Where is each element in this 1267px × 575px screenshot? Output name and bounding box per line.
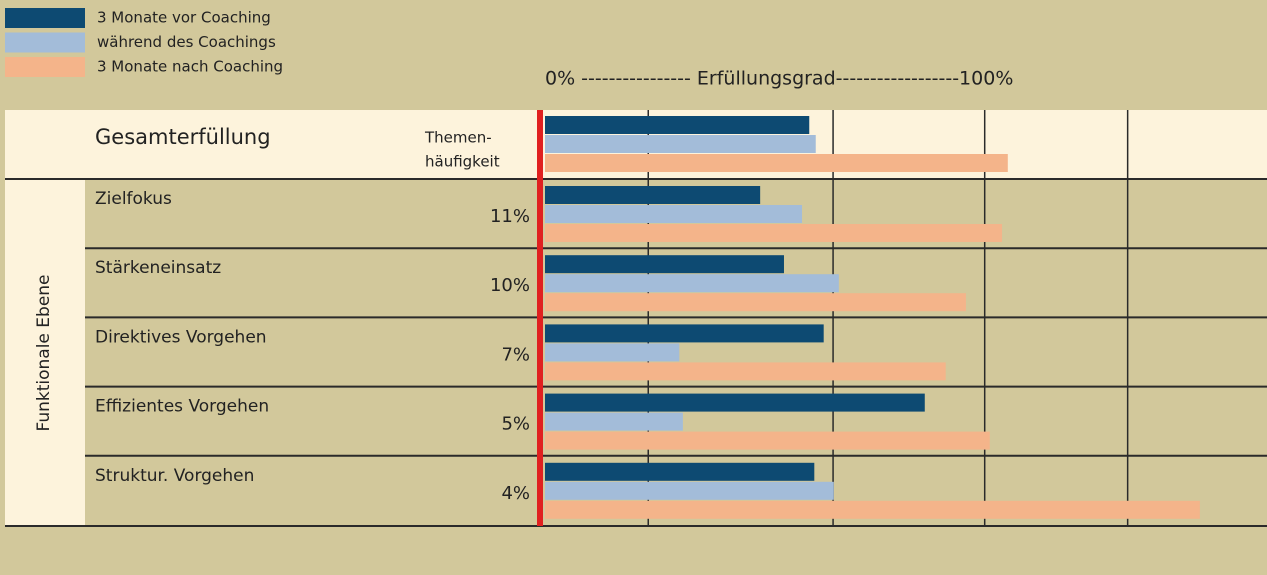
bar (545, 431, 990, 450)
bar (545, 324, 824, 343)
category-label: Gesamterfüllung (95, 125, 271, 149)
bar (545, 293, 966, 312)
category-label: Zielfokus (95, 189, 172, 209)
frequency-label: 7% (501, 344, 530, 365)
baseline (537, 110, 543, 526)
frequency-header: häufigkeit (425, 153, 500, 171)
legend-label: während des Coachings (97, 33, 276, 51)
frequency-label: 5% (501, 414, 530, 435)
axis-header: 0% ---------------- Erfüllungsgrad------… (545, 68, 1013, 90)
category-label: Stärkeneinsatz (95, 258, 221, 278)
bar (545, 343, 680, 362)
frequency-label: 4% (501, 483, 530, 504)
frequency-label: 11% (490, 206, 530, 227)
bar (545, 362, 946, 381)
category-label: Struktur. Vorgehen (95, 466, 254, 486)
bar (545, 255, 784, 274)
group-band (5, 180, 85, 526)
bar (545, 274, 839, 293)
category-label: Direktives Vorgehen (95, 327, 267, 347)
bar (545, 224, 1003, 242)
bar (545, 154, 1008, 172)
legend-swatch (5, 32, 85, 53)
legend-label: 3 Monate nach Coaching (97, 58, 283, 76)
legend-swatch (5, 57, 85, 77)
group-label: Funktionale Ebene (34, 274, 54, 431)
bar (545, 412, 683, 431)
bar (545, 462, 815, 481)
bar (545, 186, 761, 204)
bar (545, 481, 834, 500)
frequency-header: Themen- (424, 129, 492, 147)
bar (545, 135, 816, 153)
frequency-label: 10% (490, 275, 530, 296)
bar (545, 393, 925, 412)
bar (545, 116, 810, 134)
legend-label: 3 Monate vor Coaching (97, 9, 271, 27)
legend-swatch (5, 8, 85, 28)
category-label: Effizientes Vorgehen (95, 397, 269, 417)
bar (545, 500, 1200, 519)
bar (545, 205, 803, 223)
